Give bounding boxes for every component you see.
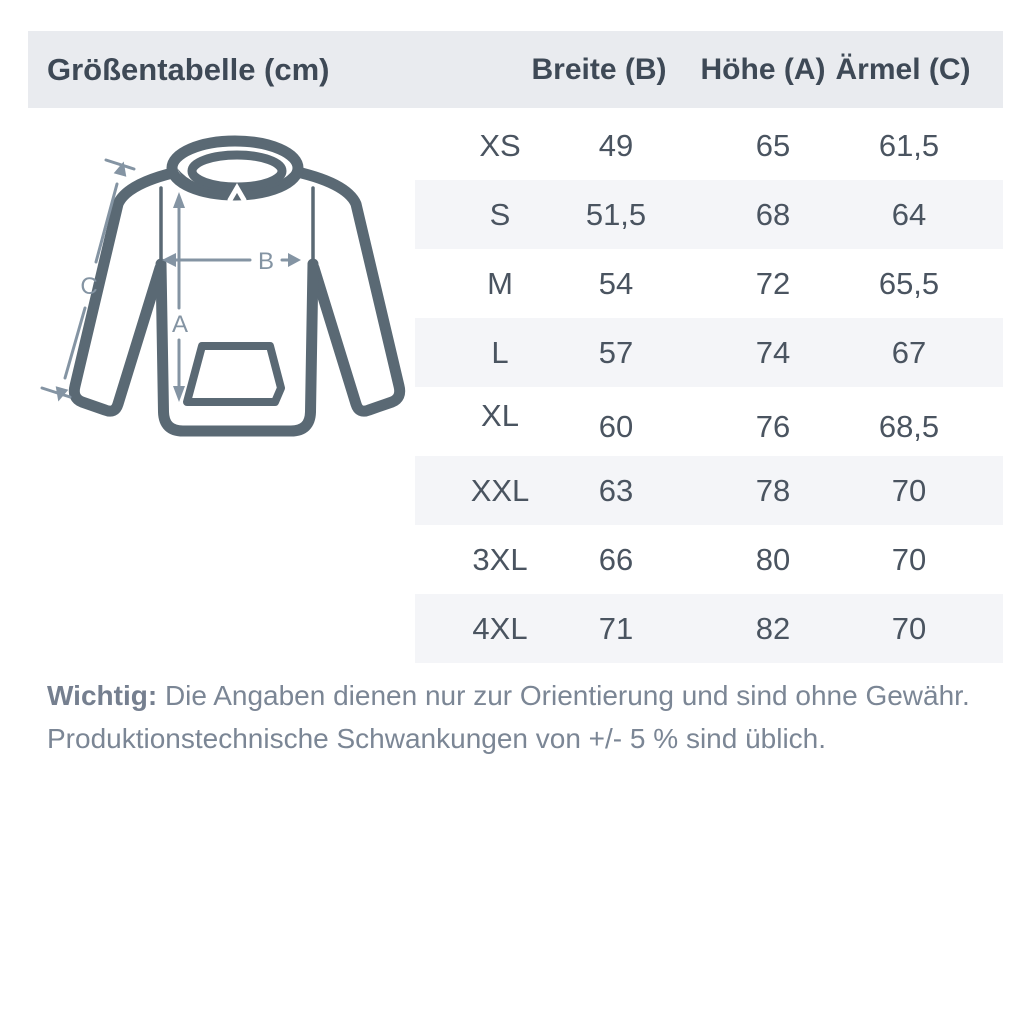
page-title: Größentabelle (cm): [47, 52, 330, 87]
hoodie-right-sleeve: [282, 164, 406, 417]
disclaimer-line-2: Produktionstechnische Schwankungen von +…: [47, 723, 827, 754]
size-label: 3XL: [472, 541, 528, 577]
aermel-value: 70: [891, 541, 927, 577]
breite-value: 60: [598, 408, 634, 444]
size-table: XS 49 65 61,5 S 51,5 68 64 M 54 72 65,5 …: [415, 111, 1003, 663]
hoodie-left-sleeve: [68, 164, 192, 417]
hoodie-measurement-diagram: A B C: [40, 135, 406, 437]
aermel-value: 70: [891, 472, 927, 508]
disclaimer-bold-word: Wichtig:: [47, 680, 158, 711]
hood-fold-left: [177, 168, 228, 191]
arrow-b-head-right: [288, 253, 301, 267]
measure-label-b: B: [258, 248, 274, 275]
table-row-m: M 54 72 65,5: [415, 249, 1003, 318]
breite-value: 51,5: [585, 196, 647, 232]
arrow-c-head-top: [113, 161, 127, 177]
column-header-breite: Breite (B): [531, 53, 667, 86]
size-label: M: [487, 265, 513, 301]
aermel-value: 67: [891, 334, 927, 370]
hoodie-pocket: [183, 342, 285, 406]
size-label: XL: [481, 397, 519, 433]
size-label: XS: [479, 127, 521, 163]
aermel-value: 68,5: [878, 408, 940, 444]
hoehe-value: 80: [755, 541, 791, 577]
size-label: 4XL: [472, 610, 528, 646]
aermel-value: 61,5: [878, 127, 940, 163]
breite-value: 54: [598, 265, 634, 301]
measure-label-a: A: [172, 311, 188, 338]
disclaimer-line-1-text: Die Angaben dienen nur zur Orientierung …: [157, 680, 970, 711]
hoehe-value: 74: [755, 334, 791, 370]
arrow-c-line: [63, 182, 119, 380]
breite-value: 49: [598, 127, 634, 163]
table-row-4xl: 4XL 71 82 70: [415, 594, 1003, 663]
table-row-s: S 51,5 68 64: [415, 180, 1003, 249]
table-row-l: L 57 74 67: [415, 318, 1003, 387]
hoehe-value: 72: [755, 265, 791, 301]
disclaimer-line-1: Wichtig: Die Angaben dienen nur zur Orie…: [47, 674, 977, 717]
measure-label-c: C: [80, 273, 97, 300]
table-row-xs: XS 49 65 61,5: [415, 111, 1003, 180]
breite-value: 66: [598, 541, 634, 577]
breite-value: 63: [598, 472, 634, 508]
aermel-value: 64: [891, 196, 927, 232]
size-label: S: [489, 196, 511, 232]
arrow-b-head-left: [162, 253, 176, 267]
column-header-hoehe: Höhe (A): [700, 53, 826, 86]
disclaimer-note: Wichtig: Die Angaben dienen nur zur Orie…: [47, 674, 977, 760]
table-header-band: Größentabelle (cm) Breite (B) Höhe (A) Ä…: [28, 31, 1003, 108]
aermel-value: 70: [891, 610, 927, 646]
arrow-a-head-bottom: [173, 386, 185, 402]
size-label: XXL: [470, 472, 530, 508]
breite-value: 57: [598, 334, 634, 370]
arrow-c-ticks: [40, 158, 136, 399]
hoehe-value: 82: [755, 610, 791, 646]
hoehe-value: 78: [755, 472, 791, 508]
breite-value: 71: [598, 610, 634, 646]
hoodie-torso: [155, 258, 319, 437]
hoehe-value: 68: [755, 196, 791, 232]
hoodie-hood-inner: [187, 150, 287, 192]
hood-notch: [227, 183, 247, 203]
size-label: L: [491, 334, 509, 370]
table-row-xl: XL 60 76 68,5: [415, 387, 1003, 456]
hoehe-value: 76: [755, 408, 791, 444]
table-row-xxl: XXL 63 78 70: [415, 456, 1003, 525]
hoehe-value: 65: [755, 127, 791, 163]
column-header-aermel: Ärmel (C): [835, 53, 971, 86]
aermel-value: 65,5: [878, 265, 940, 301]
table-row-3xl: 3XL 66 80 70: [415, 525, 1003, 594]
hood-fold-right: [246, 168, 295, 191]
arrow-c-head-bottom: [55, 386, 69, 402]
arrow-a-head-top: [173, 192, 185, 208]
